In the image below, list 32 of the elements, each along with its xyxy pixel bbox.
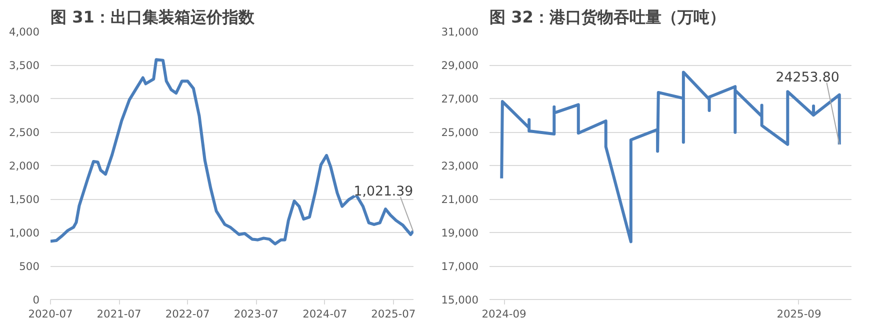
x-tick-label: 2022-07 — [165, 308, 210, 320]
y-tick-label: 0 — [32, 294, 40, 306]
x-tick-label: 2021-07 — [96, 308, 142, 320]
x-tick-label: 2025-09 — [776, 308, 822, 320]
x-tick-label: 2023-07 — [234, 308, 278, 320]
x-tick-label: 2024-09 — [482, 308, 527, 320]
y-tick-label: 31,000 — [441, 26, 479, 38]
y-tick-label: 15,000 — [441, 294, 479, 306]
x-tick-label: 2024-07 — [302, 308, 348, 320]
y-tick-label: 3,000 — [8, 92, 40, 106]
line-series — [500, 70, 841, 244]
y-tick-label: 2,000 — [8, 160, 40, 172]
annotation: 24253.80 — [776, 70, 840, 86]
y-tick-label: 1,000 — [8, 226, 40, 240]
y-tick-label: 4,000 — [8, 26, 40, 38]
line-series — [50, 58, 414, 246]
chart-title: 图 31：出口集装箱运价指数 — [50, 8, 256, 26]
y-tick-label: 2,500 — [8, 126, 40, 139]
y-tick-label: 19,000 — [441, 226, 479, 240]
y-tick-label: 25,000 — [441, 126, 479, 139]
y-tick-label: 21,000 — [441, 193, 479, 206]
y-tick-label: 500 — [19, 260, 40, 273]
x-tick-label: 2025-07 — [371, 308, 416, 320]
y-tick-label: 17,000 — [441, 260, 479, 273]
y-tick-label: 27,000 — [441, 92, 479, 106]
chart-title: 图 32：港口货物吞吐量（万吨） — [490, 8, 726, 26]
y-tick-label: 23,000 — [441, 160, 479, 172]
y-tick-label: 29,000 — [441, 59, 479, 72]
y-tick-label: 3,500 — [8, 59, 40, 72]
x-tick-label: 2020-07 — [28, 308, 73, 320]
annotation: 1,021.39 — [354, 184, 414, 200]
y-tick-label: 1,500 — [8, 193, 40, 206]
